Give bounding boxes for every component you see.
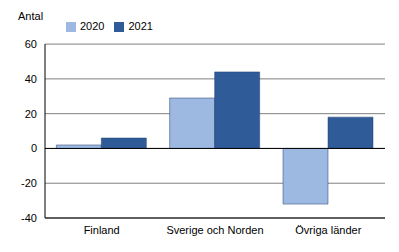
svg-text:40: 40 xyxy=(25,73,37,85)
svg-text:20: 20 xyxy=(25,108,37,120)
html-text:2020: 2020 xyxy=(80,20,105,32)
svg-text:Finland: Finland xyxy=(84,224,120,236)
html-text:2021: 2021 xyxy=(128,20,153,32)
svg-text:-20: -20 xyxy=(21,177,37,189)
svg-text:0: 0 xyxy=(31,142,37,154)
svg-text:Övriga länder: Övriga länder xyxy=(295,224,361,236)
html-text:Antal: Antal xyxy=(18,10,44,22)
svg-text:-40: -40 xyxy=(21,212,37,224)
svg-text:Sverige och Norden: Sverige och Norden xyxy=(166,224,263,236)
svg-text:60: 60 xyxy=(25,38,37,50)
